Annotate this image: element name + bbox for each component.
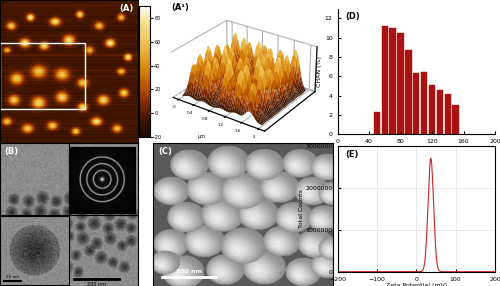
Bar [405, 50, 411, 134]
Text: 200 nm: 200 nm [7, 282, 26, 286]
Bar [436, 90, 443, 134]
Bar [429, 85, 435, 134]
Bar [374, 112, 380, 134]
X-axis label: μm: μm [198, 134, 206, 139]
Text: 200 nm: 200 nm [176, 269, 202, 274]
Text: (A): (A) [119, 4, 134, 13]
X-axis label: Zeta Potential (mV): Zeta Potential (mV) [386, 283, 447, 286]
Bar [390, 28, 396, 134]
Text: (C): (C) [158, 147, 172, 156]
Text: (D): (D) [346, 12, 360, 21]
Bar [444, 94, 451, 134]
Y-axis label: Total Counts: Total Counts [299, 189, 304, 228]
Bar [413, 74, 420, 134]
Text: 200 nm: 200 nm [87, 282, 106, 286]
Bar [0, 43, 85, 109]
Bar [382, 26, 388, 134]
Bar [398, 33, 404, 134]
Text: (B): (B) [4, 147, 18, 156]
Text: 20 nm: 20 nm [6, 275, 19, 279]
Text: (E): (E) [346, 150, 359, 159]
Text: (A¹): (A¹) [171, 3, 189, 12]
Y-axis label: CHAN (%): CHAN (%) [317, 56, 322, 87]
X-axis label: Size (nm): Size (nm) [402, 146, 431, 151]
Bar [452, 105, 459, 134]
Bar [421, 72, 428, 134]
